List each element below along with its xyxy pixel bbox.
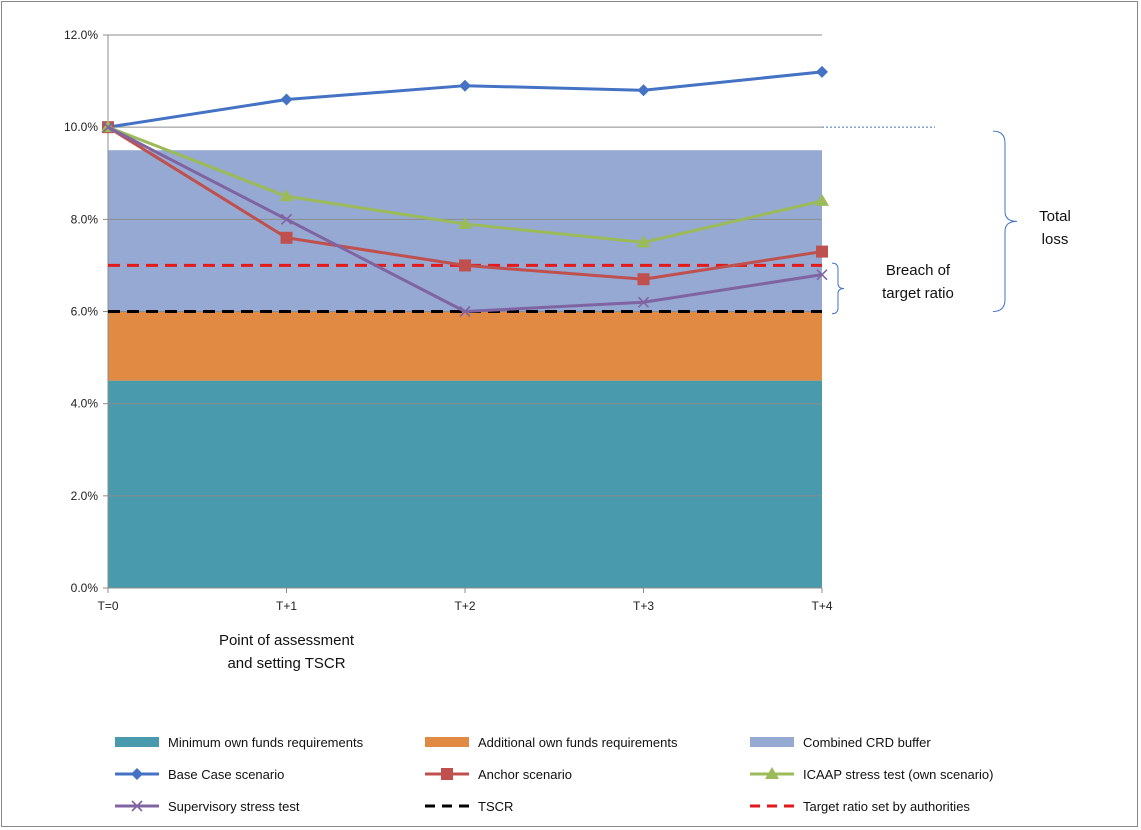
x-tick-label: T=0 [97,599,118,613]
legend-marker [765,767,779,779]
assessment-label-line1: Point of assessment [219,632,355,649]
legend-swatch [115,737,159,747]
legend-label: ICAAP stress test (own scenario) [803,767,994,782]
total-loss-label-line2: loss [1042,231,1069,248]
breach-label-line1: Breach of [886,262,951,279]
data-point-base-case-scenario [816,65,828,78]
data-point-base-case-scenario [459,79,471,92]
legend-label: TSCR [478,799,513,814]
total-loss-brace [992,130,1018,312]
y-tick-label: 4.0% [71,397,99,411]
x-tick-label: T+2 [454,599,475,613]
annotations: Point of assessment and setting TSCR Total… [219,126,1071,672]
x-tick-label: T+4 [811,599,832,613]
total-loss-label-line1: Total [1039,208,1071,225]
legend-swatch [425,737,469,747]
data-point-anchor-scenario [280,231,293,244]
x-tick-label: T+3 [633,599,654,613]
legend-item-icaap-stress-test-own-scenario: ICAAP stress test (own scenario) [750,767,994,782]
data-point-icaap-stress-test-own-scenario [815,193,829,206]
x-tick-label: T+1 [276,599,297,613]
legend-item-base-case-scenario: Base Case scenario [115,767,284,782]
legend-label: Supervisory stress test [168,799,300,814]
data-point-supervisory-stress-test [459,305,471,318]
legend-item-minimum-own-funds-requirements: Minimum own funds requirements [115,735,364,750]
legend-marker [441,768,453,780]
legend-label: Target ratio set by authorities [803,799,970,814]
legend-label: Minimum own funds requirements [168,735,364,750]
breach-label-line2: target ratio [882,285,954,302]
data-point-base-case-scenario [637,84,650,97]
data-point-supervisory-stress-test [102,121,114,133]
breach-brace [831,262,845,315]
legend-item-supervisory-stress-test: Supervisory stress test [115,799,300,814]
data-point-icaap-stress-test-own-scenario [279,189,294,202]
band-minimum-own-funds-requirements [108,380,822,588]
data-point-supervisory-stress-test [637,296,650,308]
y-tick-label: 12.0% [64,28,98,42]
band-additional-own-funds-requirements [108,311,822,381]
band-combined-crd-buffer [108,150,822,312]
series-lines [101,65,829,318]
x-tick-labels: T=0 T+1 T+2 T+3 T+4 [97,599,832,613]
y-tick-label: 0.0% [71,581,99,595]
legend-item-anchor-scenario: Anchor scenario [425,767,572,782]
legend-swatch [750,737,794,747]
data-point-base-case-scenario [280,93,293,106]
y-tick-label: 2.0% [71,489,99,503]
data-point-supervisory-stress-test [816,269,828,281]
legend-marker [131,800,143,812]
data-point-supervisory-stress-test [280,213,293,225]
legend-label: Combined CRD buffer [803,735,931,750]
legend-item-tscr: TSCR [425,799,513,814]
legend-label: Anchor scenario [478,767,572,782]
data-point-icaap-stress-test-own-scenario [636,235,651,248]
y-tick-label: 6.0% [71,305,99,319]
legend-marker [131,768,143,780]
legend-label: Base Case scenario [168,767,284,782]
y-tick-label: 10.0% [64,120,98,134]
y-tick-labels: 0.0% 2.0% 4.0% 6.0% 8.0% 10.0% 12.0% [64,28,98,595]
reference-lines [108,263,822,313]
bands [108,150,822,588]
legend-label: Additional own funds requirements [478,735,678,750]
legend-item-additional-own-funds-requirements: Additional own funds requirements [425,735,678,750]
data-point-anchor-scenario [637,273,650,286]
legend-item-combined-crd-buffer: Combined CRD buffer [750,735,931,750]
data-point-icaap-stress-test-own-scenario [458,216,472,229]
assessment-label-line2: and setting TSCR [227,655,345,672]
legend-item-target-ratio-set-by-authorities: Target ratio set by authorities [750,799,970,814]
legend: Minimum own funds requirements Additional… [115,735,994,814]
data-point-anchor-scenario [816,245,828,258]
data-point-anchor-scenario [459,259,471,272]
y-tick-label: 8.0% [71,212,99,226]
